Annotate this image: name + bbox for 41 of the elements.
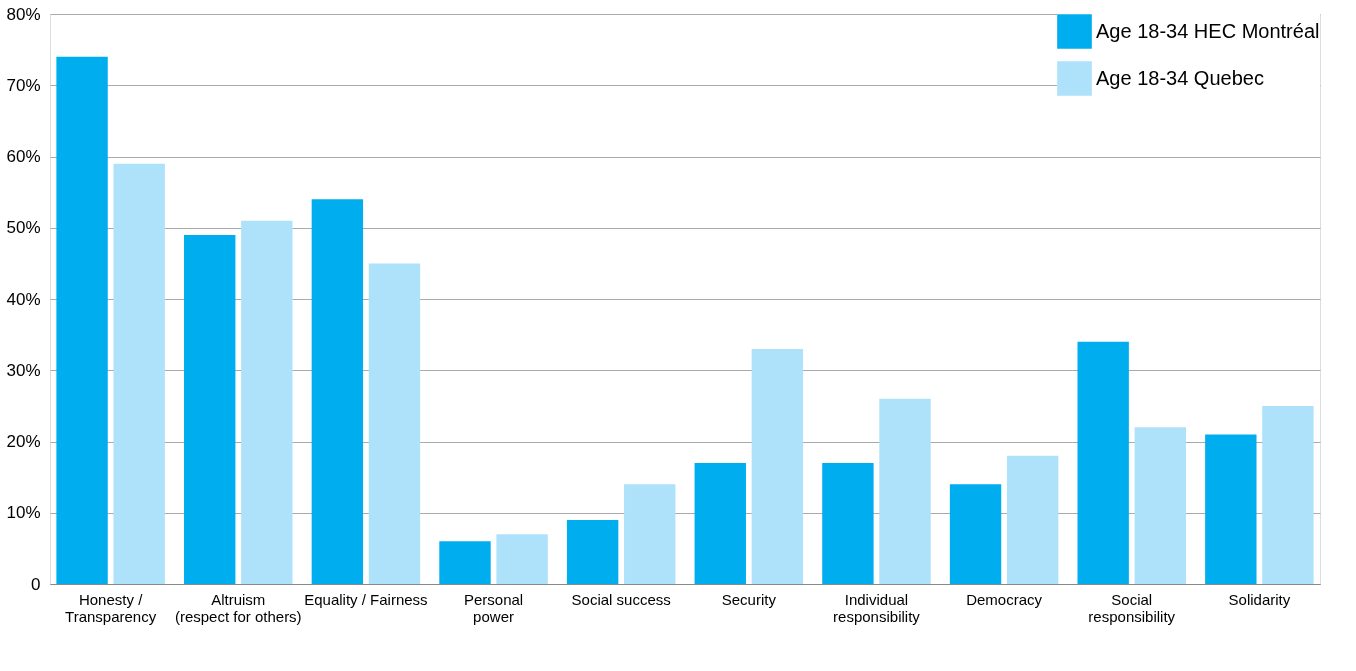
y-tick-label: 40% xyxy=(6,289,41,309)
bar xyxy=(113,163,165,584)
y-tick-label: 20% xyxy=(6,432,41,451)
bar xyxy=(694,462,746,584)
x-tick-label: Honesty / Transparency xyxy=(65,590,157,625)
x-tick-label: Equality / Fairness xyxy=(304,590,428,608)
bar xyxy=(566,519,619,584)
bar xyxy=(368,263,421,584)
bar xyxy=(241,220,293,584)
y-tick-label: 80% xyxy=(6,4,41,24)
bar xyxy=(879,398,931,584)
bar xyxy=(311,199,364,584)
x-tick-label: Individual responsibility xyxy=(833,590,921,625)
legend-label: Age 18-34 Quebec xyxy=(1096,66,1264,89)
bar xyxy=(624,484,676,584)
legend-label: Age 18-34 HEC Montréal xyxy=(1096,19,1320,42)
x-tick-label: Security xyxy=(721,590,777,608)
bar xyxy=(822,462,874,584)
bar xyxy=(1262,405,1314,584)
x-tick-label: Altruism (respect for others) xyxy=(174,590,302,625)
x-tick-label: Solidarity xyxy=(1228,590,1291,608)
x-tick-label: Social responsibility xyxy=(1088,590,1176,625)
bar xyxy=(1134,427,1186,584)
bar xyxy=(496,534,548,584)
bar xyxy=(439,541,491,584)
x-tick-label: Social success xyxy=(571,590,671,608)
y-tick-label: 10% xyxy=(6,503,41,523)
bar xyxy=(1077,341,1129,584)
bar xyxy=(949,484,1002,584)
bar xyxy=(751,348,804,584)
y-tick-label: 30% xyxy=(6,360,41,380)
x-tick-label: Personal power xyxy=(463,590,524,625)
bar xyxy=(1006,455,1059,584)
y-tick-label: 70% xyxy=(6,75,41,95)
bar xyxy=(184,234,236,584)
y-tick-label: 60% xyxy=(6,147,41,166)
x-tick-label: Democracy xyxy=(966,590,1043,608)
y-tick-label: 0 xyxy=(31,574,41,594)
bar xyxy=(56,56,108,584)
y-tick-label: 50% xyxy=(6,218,41,238)
bar xyxy=(1205,434,1257,584)
